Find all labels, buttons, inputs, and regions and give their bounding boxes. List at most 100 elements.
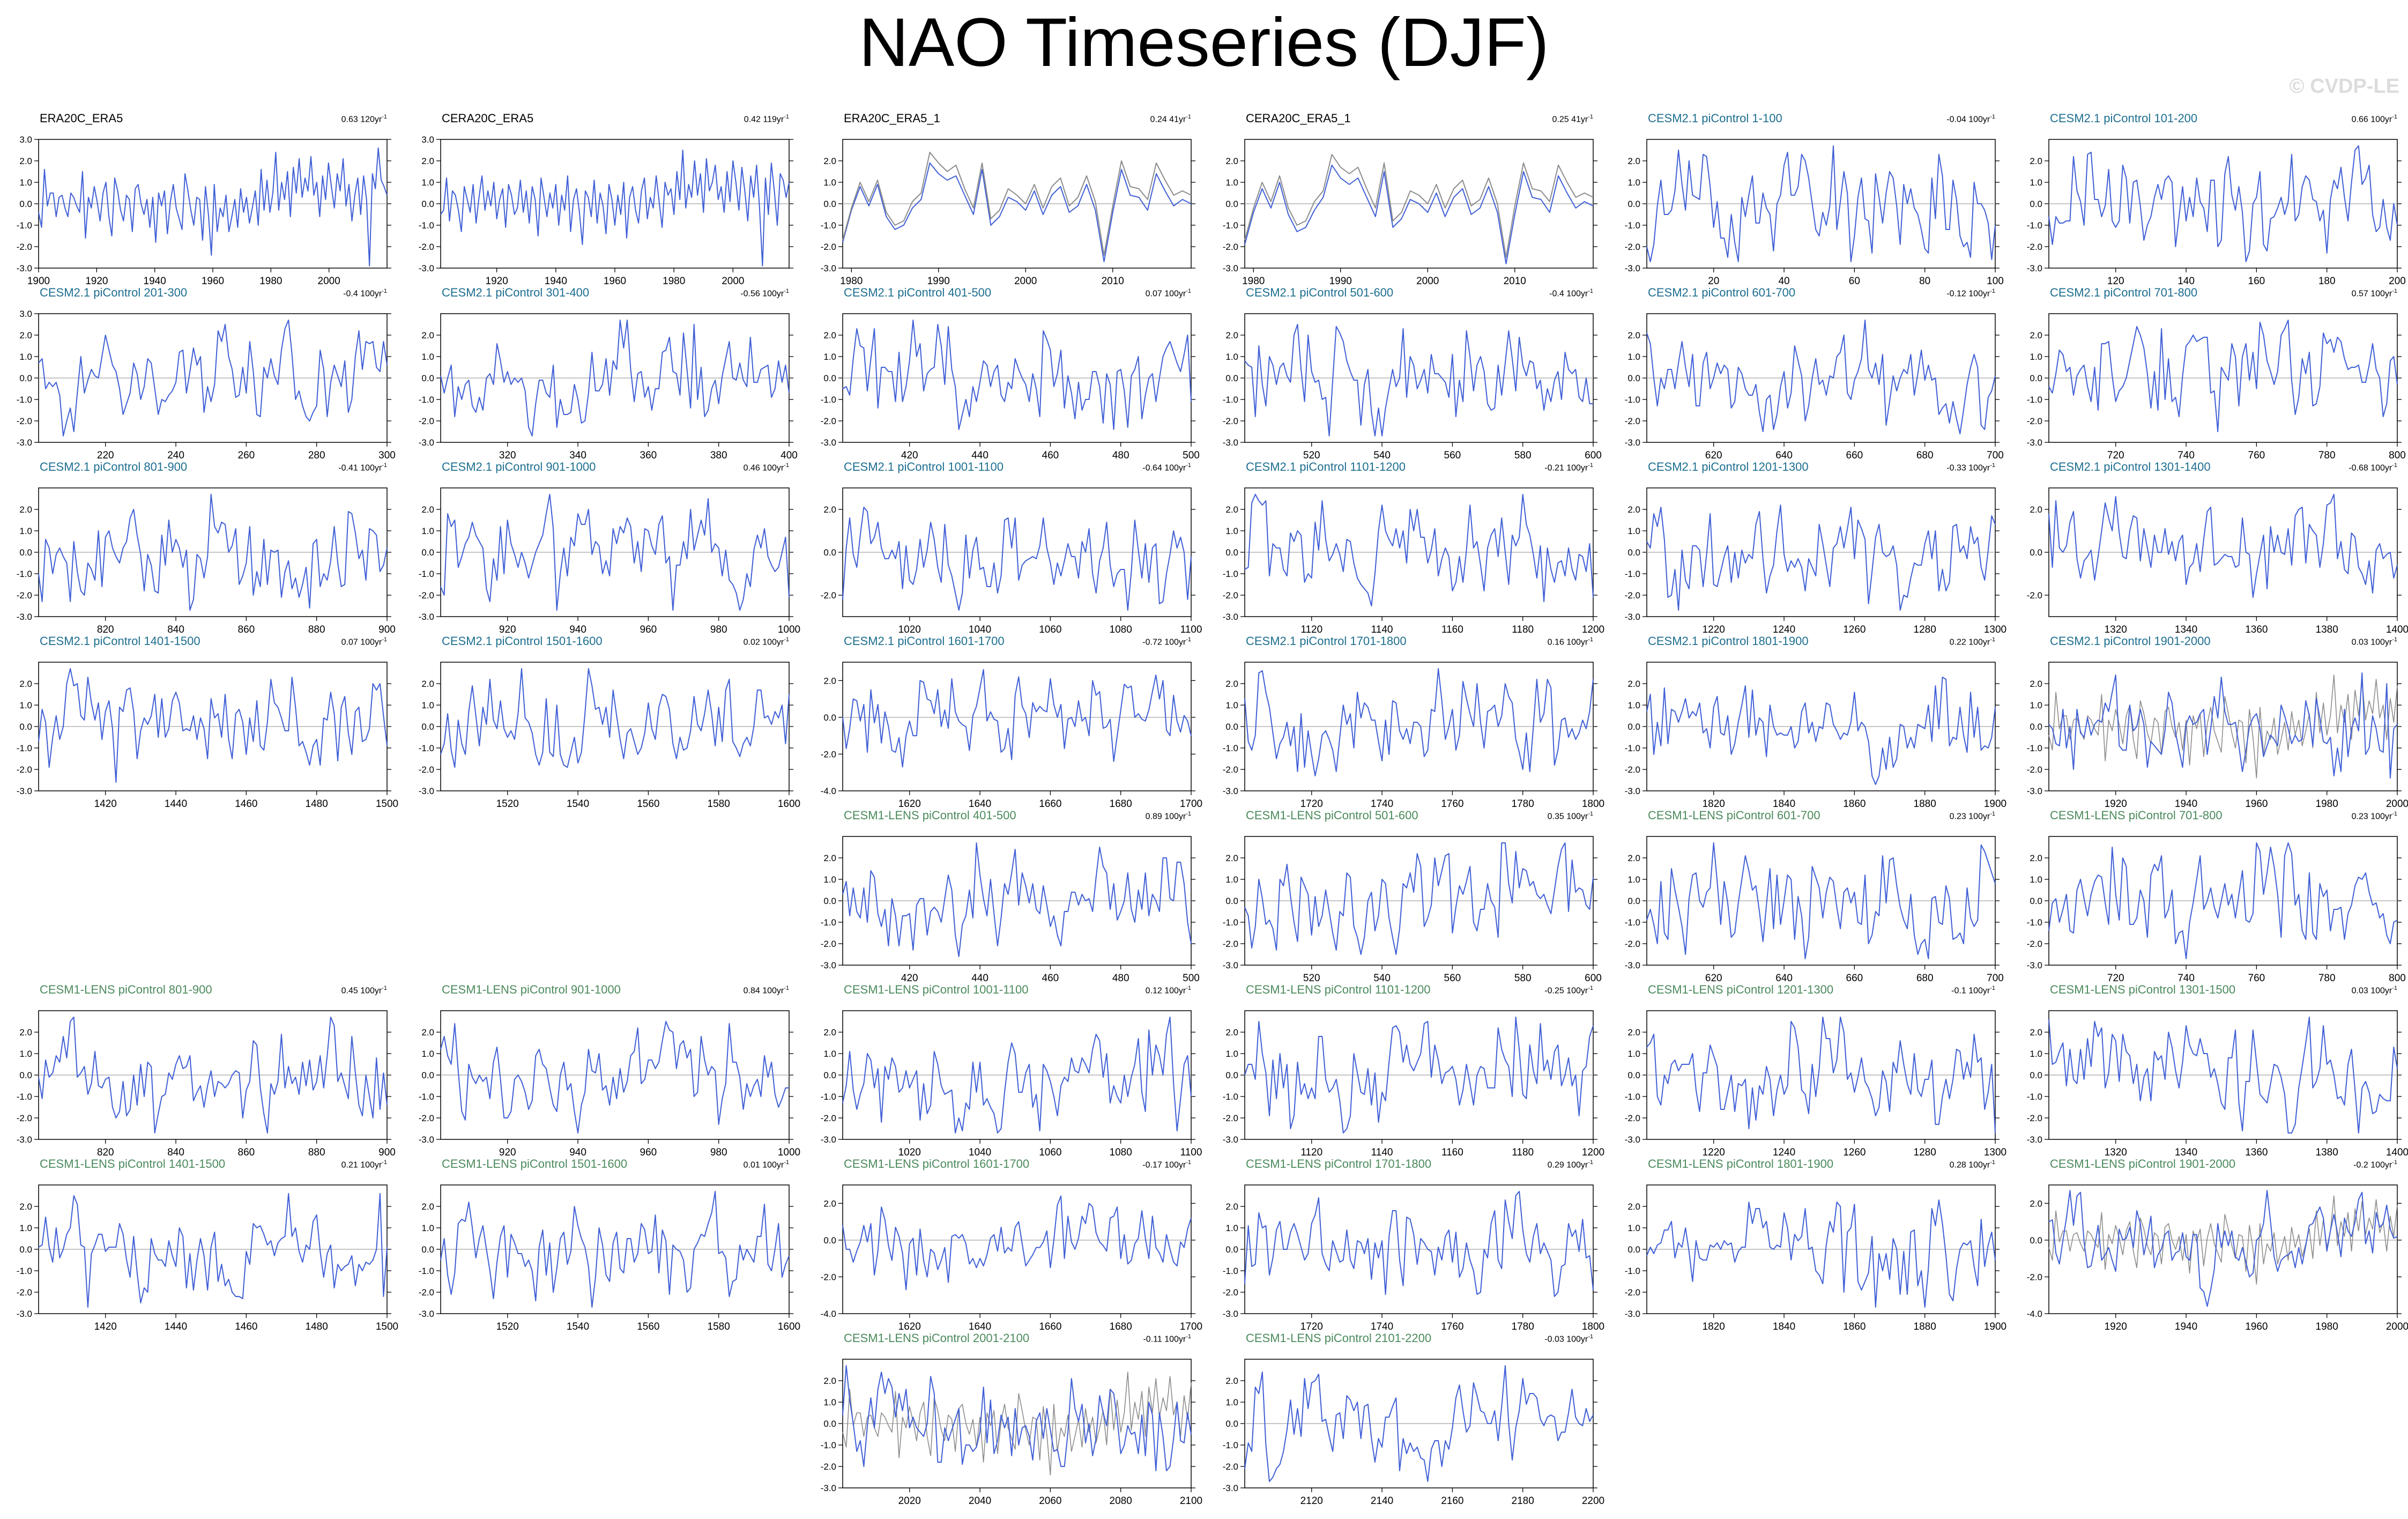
y-tick-label: 0.0 <box>823 199 836 209</box>
y-tick-label: -1.0 <box>1625 220 1640 231</box>
y-tick-label: 2.0 <box>19 156 32 166</box>
y-tick-label: 0.0 <box>1225 1419 1238 1429</box>
panel-title: CESM1-LENS piControl 2101-2200 <box>1246 1331 1432 1345</box>
y-tick-label: -1.0 <box>1625 569 1640 579</box>
chart-plot: 2.0 1.0 0.0 -1.0 -2.0 -3.0 1820 1840 1860 1880 190… <box>1625 1184 2006 1332</box>
y-tick-label: 0.0 <box>823 1070 836 1080</box>
y-tick-label: -2.0 <box>17 590 32 601</box>
series-line <box>2048 672 2398 779</box>
chart-plot: 2.0 1.0 0.0 -1.0 -2.0 -3.0 1120 1140 1160 1180 120… <box>1223 1010 1604 1158</box>
panel-trend-label: 0.12 100yr-1 <box>1145 985 1191 996</box>
y-tick-label: -3.0 <box>1625 612 1640 622</box>
y-tick-label: 3.0 <box>19 135 32 145</box>
series-line <box>440 320 790 436</box>
panel-trend-label: -0.72 100yr-1 <box>1142 636 1191 647</box>
y-tick-label: -2.0 <box>821 749 836 759</box>
y-tick-label: -2.0 <box>17 1287 32 1298</box>
series-line <box>440 494 790 611</box>
panel-trend-label: 0.84 100yr-1 <box>743 985 789 996</box>
x-tick-label: 2000 <box>318 276 340 287</box>
x-tick-label: 1900 <box>27 276 50 287</box>
y-tick-label: -2.0 <box>17 1113 32 1123</box>
y-tick-label: -3.0 <box>821 960 836 970</box>
y-tick-label: -2.0 <box>1223 1113 1238 1123</box>
panel-title: CESM2.1 piControl 601-700 <box>1648 286 1796 299</box>
y-tick-label: -3.0 <box>2027 438 2042 448</box>
x-tick-label: 640 <box>1775 973 1793 984</box>
chart-panel: 2.0 1.0 0.0 -1.0 -2.0 -3.0 820 840 860 880 900 CESM… <box>1 983 396 1158</box>
y-tick-label: -1.0 <box>821 917 836 928</box>
x-tick-label: 1440 <box>165 798 187 810</box>
x-tick-label: 1520 <box>496 798 519 810</box>
y-tick-label: -3.0 <box>1625 263 1640 273</box>
x-tick-label: 2160 <box>1441 1495 1463 1507</box>
x-tick-label: 1000 <box>778 624 800 635</box>
x-tick-label: 1380 <box>2316 1147 2338 1158</box>
x-tick-label: 80 <box>1919 276 1930 287</box>
x-tick-label: 1880 <box>1914 798 1936 810</box>
y-tick-label: 1.0 <box>823 1049 836 1059</box>
x-tick-label: 1080 <box>1110 624 1132 635</box>
chart-plot: 2.0 1.0 0.0 -1.0 -2.0 -3.0 620 640 660 680 700 <box>1625 836 2004 984</box>
x-tick-label: 60 <box>1849 276 1860 287</box>
series-line <box>1244 1017 1594 1133</box>
y-tick-label: 1.0 <box>2030 177 2042 188</box>
x-tick-label: 1160 <box>1441 624 1463 635</box>
y-tick-label: 2.0 <box>19 1027 32 1038</box>
x-tick-label: 860 <box>238 624 255 635</box>
panel-title: CESM1-LENS piControl 1601-1700 <box>844 1157 1030 1170</box>
y-tick-label: -1.0 <box>2027 220 2042 231</box>
x-tick-label: 1940 <box>545 276 567 287</box>
x-tick-label: 760 <box>2248 450 2265 461</box>
chart-plot: 2.0 1.0 0.0 -1.0 -2.0 -3.0 520 540 560 580 600 <box>1223 836 1602 984</box>
y-tick-label: -1.0 <box>1223 220 1238 231</box>
y-tick-label: -1.0 <box>821 1440 836 1450</box>
panel-trend-label: 0.25 41yr-1 <box>1552 114 1594 124</box>
series-line <box>38 668 388 783</box>
y-tick-label: -2.0 <box>2027 765 2042 775</box>
x-tick-label: 680 <box>1916 973 1934 984</box>
x-tick-label: 1020 <box>898 1147 921 1158</box>
x-tick-label: 1980 <box>259 276 282 287</box>
y-tick-label: -3.0 <box>1223 263 1238 273</box>
series-line <box>842 507 1192 611</box>
panel-title: CESM2.1 piControl 1601-1700 <box>844 634 1005 648</box>
x-tick-label: 640 <box>1775 450 1793 461</box>
x-tick-label: 1960 <box>2245 798 2268 810</box>
y-tick-label: 2.0 <box>421 505 434 515</box>
x-tick-label: 320 <box>499 450 516 461</box>
x-tick-label: 260 <box>238 450 255 461</box>
y-tick-label: -2.0 <box>821 939 836 949</box>
y-tick-label: -1.0 <box>1625 917 1640 928</box>
chart-plot: 3.0 2.0 1.0 0.0 -1.0 -2.0 -3.0 1920 1940 1960 1980… <box>419 135 793 287</box>
x-tick-label: 1180 <box>1512 624 1534 635</box>
panel-trend-label: 0.03 100yr-1 <box>2351 636 2397 647</box>
x-tick-label: 1260 <box>1843 624 1866 635</box>
series-line <box>440 668 790 768</box>
panel-trend-label: 0.45 100yr-1 <box>341 985 387 996</box>
y-tick-label: 1.0 <box>1627 526 1640 536</box>
y-tick-label: 2.0 <box>1225 330 1238 340</box>
chart-plot: 2.0 1.0 0.0 -1.0 -2.0 -3.0 720 740 760 780 800 <box>2027 313 2406 461</box>
y-tick-label: 1.0 <box>1225 1049 1238 1059</box>
y-tick-label: 2.0 <box>1627 505 1640 515</box>
panel-title: CERA20C_ERA5 <box>442 112 534 125</box>
x-tick-label: 700 <box>1987 450 2004 461</box>
panel-trend-label: -0.04 100yr-1 <box>1946 114 1995 124</box>
panel-trend-label: -0.56 100yr-1 <box>740 288 789 299</box>
chart-plot: 2.0 1.0 0.0 -1.0 -2.0 -3.0 1980 1990 2000 2010 <box>821 139 1195 287</box>
series-line <box>38 147 388 266</box>
panel-title: CESM2.1 piControl 1201-1300 <box>1648 460 1809 473</box>
y-tick-label: 2.0 <box>1627 853 1640 863</box>
x-tick-label: 1460 <box>235 1321 257 1332</box>
panel-trend-label: 0.01 100yr-1 <box>743 1159 789 1170</box>
y-tick-label: -2.0 <box>1625 765 1640 775</box>
panel-trend-label: -0.12 100yr-1 <box>1946 288 1995 299</box>
chart-panel: 2.0 1.0 0.0 -1.0 -2.0 -3.0 1120 1140 1160 1180 120… <box>1207 460 1604 635</box>
x-tick-label: 460 <box>1042 450 1059 461</box>
x-tick-label: 1400 <box>2386 1147 2408 1158</box>
x-tick-label: 1240 <box>1773 624 1795 635</box>
chart-panel: 2.0 0.0 -2.0 1320 1340 1360 1380 1400 CESM2.1 pi… <box>2011 460 2408 635</box>
y-tick-label: -2.0 <box>419 1287 434 1298</box>
x-tick-label: 480 <box>1112 973 1129 984</box>
